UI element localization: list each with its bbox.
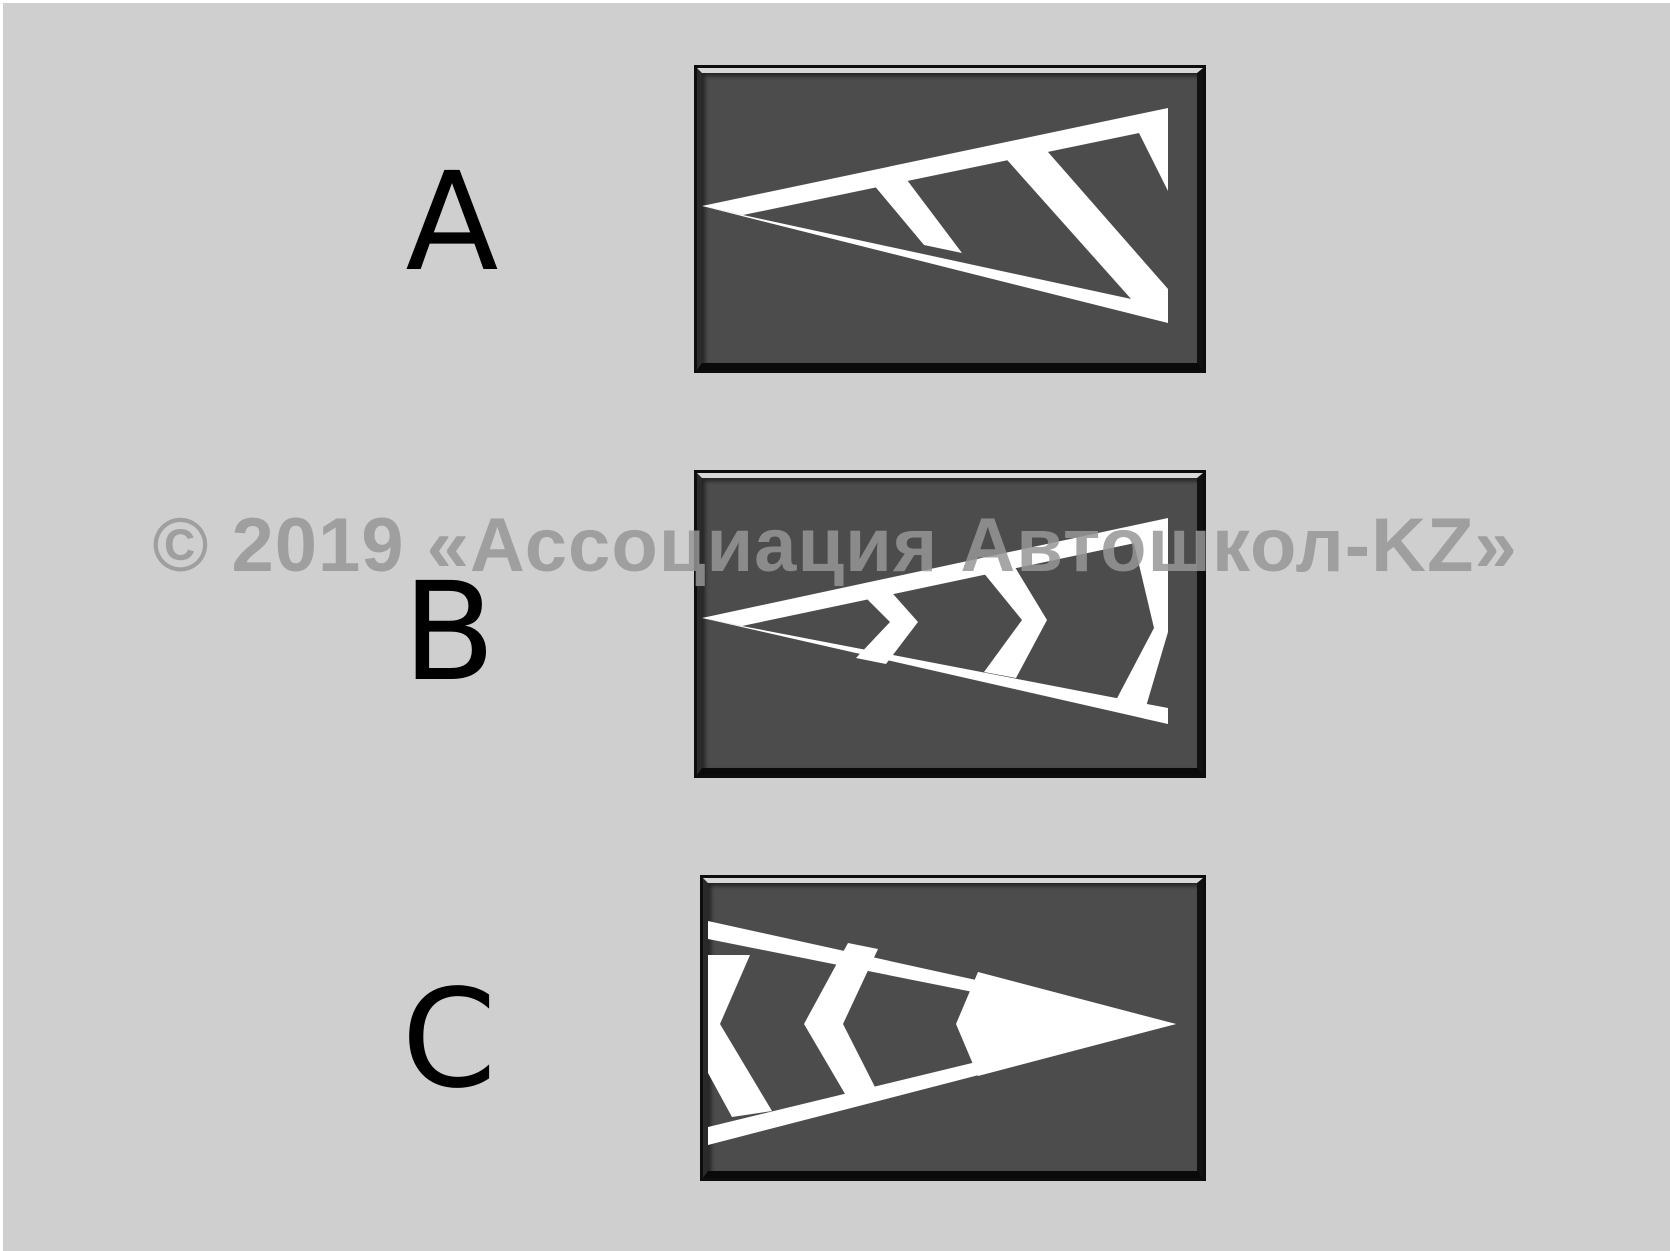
option-image-a[interactable] — [697, 68, 1203, 370]
marking-c-chevron-1 — [804, 943, 878, 1099]
marking-c-solid-tip — [956, 972, 1176, 1076]
option-image-b[interactable] — [697, 473, 1203, 775]
marking-a-stripe-2 — [1000, 144, 1168, 309]
road-marking-c — [708, 921, 1176, 1145]
option-label-c: C — [401, 961, 497, 1119]
marking-a-upper-edge — [702, 108, 1168, 215]
marking-b-chevron-2 — [978, 559, 1047, 678]
marking-a-stripe-3 — [1134, 117, 1168, 191]
marking-b-upper-edge — [702, 518, 1168, 626]
road-marking-a — [702, 108, 1168, 323]
marking-b-chevron-1 — [856, 586, 918, 664]
marking-c-chevron-2 — [708, 955, 772, 1117]
marking-b-lower-edge — [702, 618, 1168, 724]
option-image-c[interactable] — [703, 878, 1203, 1178]
option-label-b: B — [402, 554, 496, 712]
marking-a-lower-edge — [702, 206, 1168, 323]
marking-b-chevron-3 — [1114, 528, 1168, 710]
option-label-a: A — [405, 144, 499, 302]
road-marking-b — [702, 518, 1168, 724]
marking-a-stripe-1 — [868, 172, 962, 253]
